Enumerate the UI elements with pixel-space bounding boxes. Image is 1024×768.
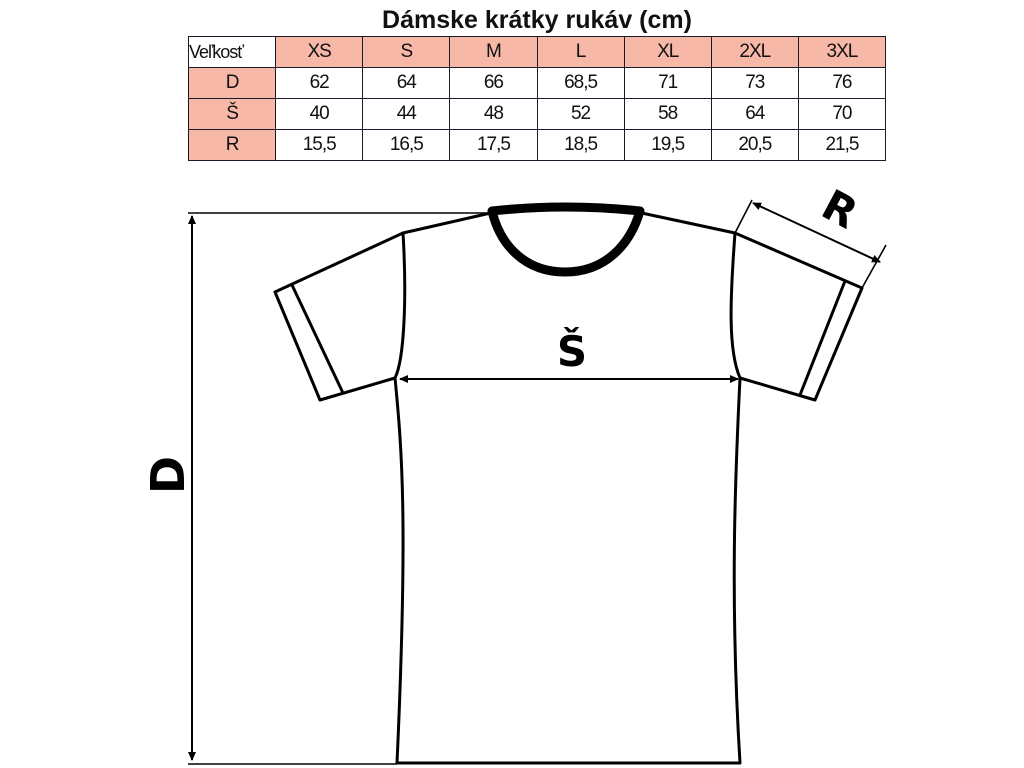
size-header: XS [275, 36, 364, 68]
sleeve-arrow [752, 202, 881, 263]
cell: 58 [623, 98, 712, 130]
header-row: Veľkosť XS S M L XL 2XL 3XL [187, 36, 887, 68]
cell: 66 [449, 67, 538, 99]
cell: 15,5 [275, 129, 364, 161]
sleeve-guide-top [734, 199, 753, 234]
table-row: D 62 64 66 68,5 71 73 76 [187, 67, 887, 99]
width-label: Š [557, 326, 587, 376]
left-cuff-line [290, 283, 345, 395]
header-label: Veľkosť [187, 36, 277, 68]
collar [487, 202, 645, 277]
cell: 21,5 [797, 129, 887, 161]
row-label: D [187, 67, 277, 99]
cell: 48 [449, 98, 538, 130]
sleeve-guide-bottom [861, 244, 887, 289]
cell: 20,5 [710, 129, 799, 161]
cell: 76 [797, 67, 887, 99]
cell: 73 [710, 67, 799, 99]
table-row: R 15,5 16,5 17,5 18,5 19,5 20,5 21,5 [187, 129, 887, 161]
size-table: Dámske krátky rukáv (cm) Veľkosť XS S M … [187, 4, 887, 161]
cell: 68,5 [536, 67, 625, 99]
size-header: L [536, 36, 625, 68]
title-row: Dámske krátky rukáv (cm) [188, 4, 886, 37]
row-label: Š [187, 98, 277, 130]
tshirt-outline [273, 210, 864, 765]
size-header: 3XL [797, 36, 887, 68]
row-label: R [187, 129, 277, 161]
length-label: D [141, 456, 195, 494]
size-header: S [362, 36, 451, 68]
cell: 18,5 [536, 129, 625, 161]
right-cuff-line [798, 279, 847, 397]
cell: 71 [623, 67, 712, 99]
size-header: 2XL [710, 36, 799, 68]
table-title: Dámske krátky rukáv (cm) [188, 4, 886, 37]
size-header: M [449, 36, 538, 68]
cell: 64 [362, 67, 451, 99]
sleeve-label: R [814, 180, 866, 238]
cell: 64 [710, 98, 799, 130]
cell: 16,5 [362, 129, 451, 161]
cell: 19,5 [623, 129, 712, 161]
